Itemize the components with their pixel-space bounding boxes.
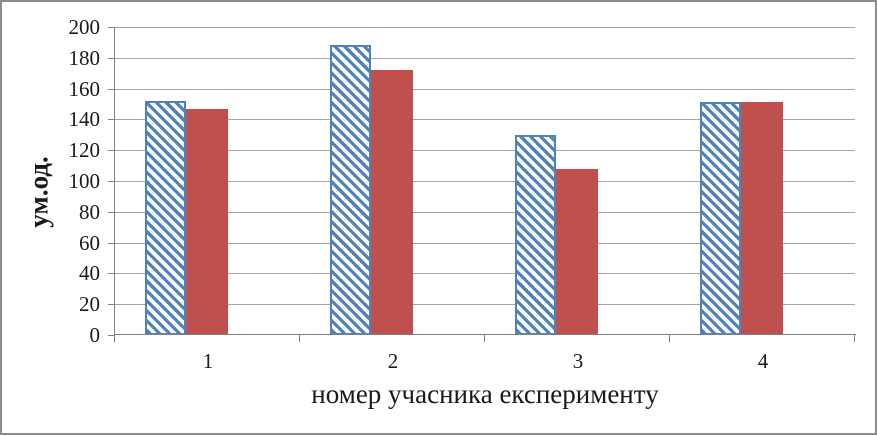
x-category-label: 3 [572,349,584,373]
y-axis-tick [108,243,115,244]
x-axis-tick [854,335,855,342]
x-axis-title: номер учасника експерименту [311,379,659,409]
y-axis-tick [108,58,115,59]
y-axis-tick [108,119,115,120]
gridline [115,304,855,306]
gridline [115,211,855,213]
bar-solid [556,169,598,335]
x-category-label: 4 [757,349,769,373]
y-axis-tick [108,304,115,305]
y-axis-line [114,27,115,342]
gridline [115,181,855,182]
gridline [115,119,855,121]
y-axis-tick [108,181,115,182]
y-axis-tick [108,212,115,213]
bar-solid [741,102,783,335]
y-axis-tick [108,27,115,28]
x-axis-tick [669,335,670,342]
y-tick-label: 60 [79,231,100,255]
y-axis-tick [108,335,115,336]
bar-hatched [515,135,556,335]
gridline [115,27,855,28]
x-axis-tick [299,335,300,342]
y-axis-tick [108,150,115,151]
y-axis-tick [108,273,115,274]
x-axis-line [114,334,856,335]
y-tick-label: 140 [68,107,101,131]
y-axis-tick [108,89,115,90]
bar-hatched [145,101,186,335]
y-tick-label: 0 [89,323,101,347]
gridline [115,273,855,275]
x-axis-tick [484,335,485,342]
y-tick-label: 200 [68,15,101,39]
y-tick-label: 120 [68,138,101,162]
y-tick-label: 180 [68,46,101,70]
bar-hatched [330,45,371,335]
x-category-label: 2 [387,349,399,373]
plot-area [115,27,855,335]
y-tick-label: 100 [68,169,101,193]
gridline [115,242,855,244]
x-category-label: 1 [202,349,214,373]
x-axis-tick [114,335,115,342]
gridline [115,88,855,90]
y-tick-label: 40 [79,261,100,285]
bar-solid [186,109,228,335]
y-tick-label: 20 [79,292,100,316]
bar-hatched [700,102,741,335]
y-tick-label: 80 [79,200,100,224]
gridline [115,57,855,59]
bar-solid [371,70,413,335]
y-tick-label: 160 [68,77,101,101]
gridline [115,150,855,152]
